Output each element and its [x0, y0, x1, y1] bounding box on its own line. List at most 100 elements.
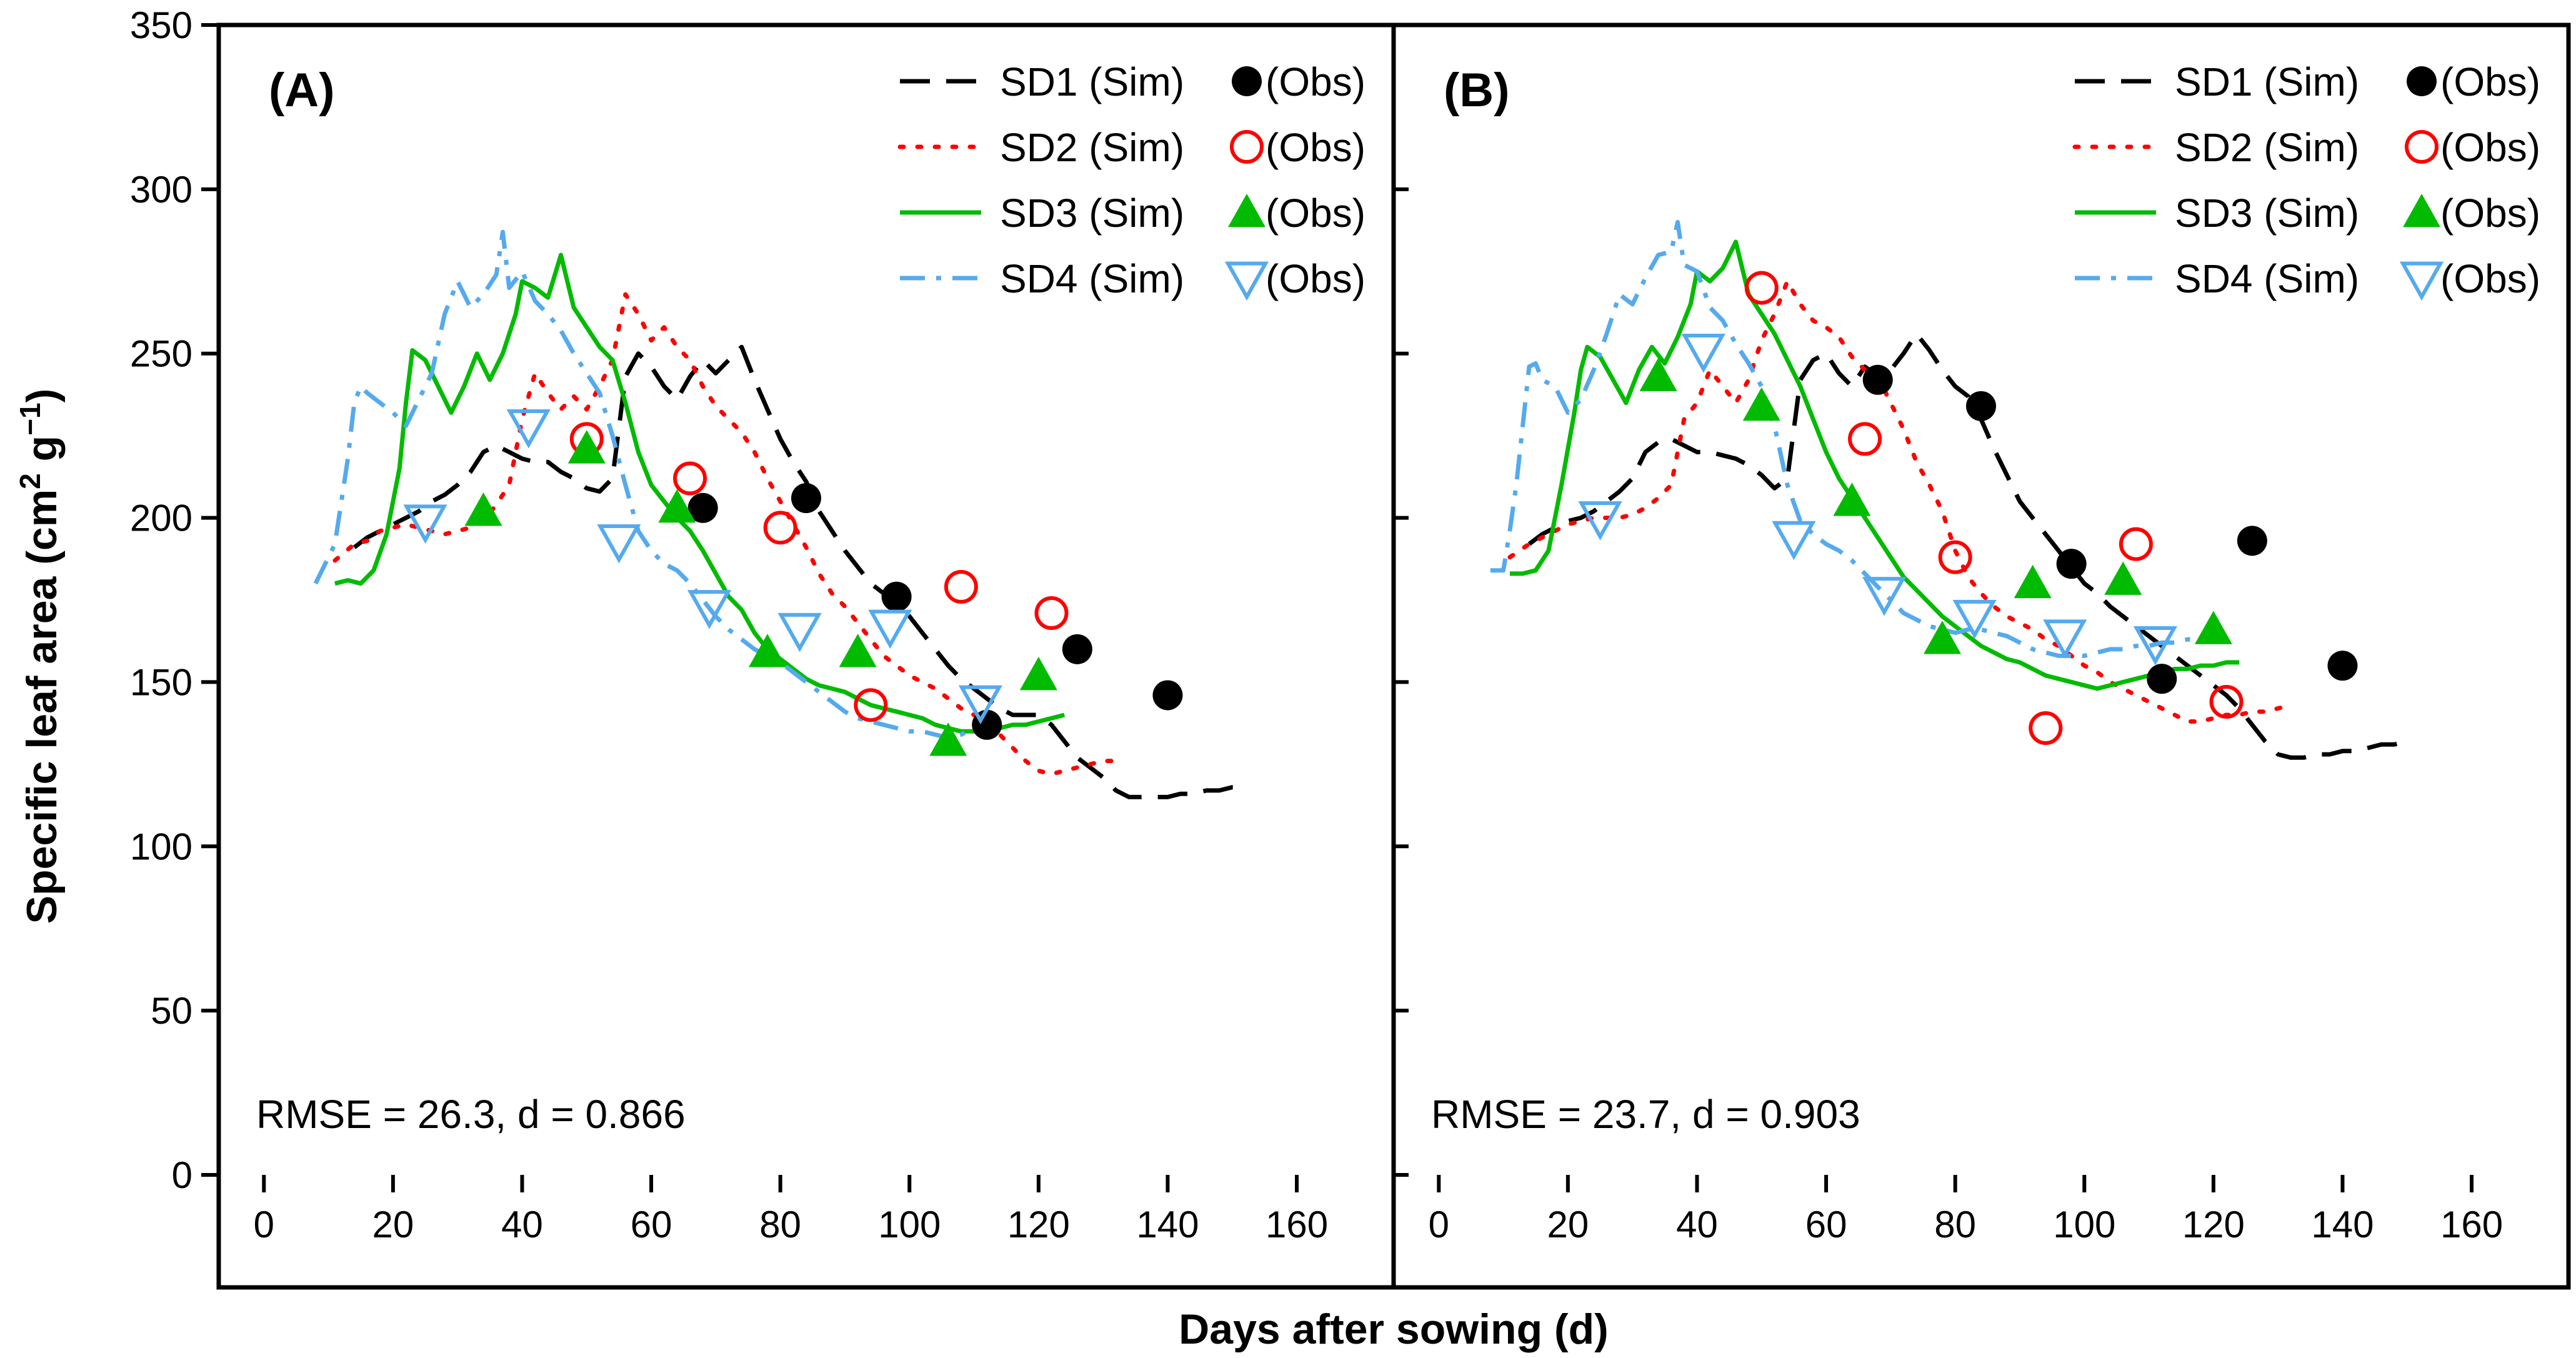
panel-a-data: [313, 229, 1246, 799]
obs-point-sd2: [673, 461, 707, 496]
y-axis-title-mid: g: [18, 436, 66, 473]
y-tick-label: 0: [172, 1154, 192, 1196]
obs-point-sd3: [658, 489, 696, 523]
sim-line-sd1: [352, 344, 1246, 799]
obs-point-sd4: [506, 409, 551, 449]
legend-marker-sd4: [2399, 261, 2444, 301]
obs-point-sd1: [791, 483, 821, 514]
obs-point-sd3: [464, 492, 502, 526]
stats-label: RMSE = 26.3, d = 0.866: [256, 1092, 686, 1137]
obs-point-sd2: [2029, 711, 2063, 746]
obs-point-sd4: [1862, 577, 1907, 616]
y-axis-title: Specific leaf area (cm2 g−1): [14, 389, 66, 924]
legend-marker-sd4: [1224, 261, 1269, 301]
panel-label: (A): [269, 64, 335, 117]
x-tick-label: 40: [1676, 1204, 1718, 1246]
legend-label-sd4: SD4 (Sim): [1000, 256, 1184, 301]
legend-label-sd4: SD4 (Sim): [2175, 256, 2359, 301]
obs-point-sd2: [2209, 684, 2244, 719]
obs-point-sd4: [958, 685, 1003, 725]
x-tick-label: 160: [2440, 1204, 2503, 1246]
legend-obs-label: (Obs): [2440, 125, 2540, 170]
legend-label-sd1: SD1 (Sim): [1000, 59, 1184, 104]
obs-point-sd1: [1062, 634, 1092, 664]
obs-point-sd2: [1034, 596, 1069, 631]
sim-line-sd1: [1527, 331, 2408, 760]
obs-point-sd1: [2056, 549, 2087, 579]
y-axis-title-end: ): [18, 389, 66, 403]
legend-label-sd3: SD3 (Sim): [2175, 191, 2359, 236]
obs-point-sd4: [1772, 521, 1816, 561]
obs-point-sd3: [1019, 656, 1057, 691]
chart-labels: (A) RMSE = 26.3, d = 0.866 (B) RMSE = 23.7,…: [256, 64, 1860, 1137]
obs-point-sd4: [777, 612, 822, 652]
legend-marker-sd3: [2403, 194, 2440, 227]
obs-point-sd3: [1742, 387, 1780, 421]
y-axis-title-main: Specific leaf area (cm: [18, 489, 66, 924]
obs-point-sd2: [1744, 271, 1779, 305]
obs-point-sd4: [687, 590, 732, 629]
obs-point-sd3: [839, 634, 877, 667]
obs-point-sd3: [749, 634, 787, 667]
panel-b-frame: [1391, 22, 2571, 1290]
x-tick-label: 120: [2182, 1204, 2245, 1246]
obs-point-sd4: [868, 609, 912, 649]
chart-marks: [313, 219, 2408, 799]
x-tick-label: 100: [878, 1204, 941, 1246]
x-tick-label: 0: [254, 1204, 274, 1246]
stats-label: RMSE = 23.7, d = 0.903: [1431, 1092, 1860, 1137]
x-tick-label: 20: [1547, 1204, 1589, 1246]
obs-point-sd3: [1924, 621, 1962, 654]
legend-marker-sd1: [2407, 66, 2437, 96]
x-tick-label: 120: [1007, 1204, 1070, 1246]
y-tick-label: 100: [130, 826, 192, 867]
y-axis-title-sup2: −1: [14, 402, 46, 435]
obs-point-sd3: [1833, 482, 1871, 516]
legend-panel-b: SD1 (Sim) (Obs) SD2 (Sim) (Obs) SD3 (Sim) (Ob…: [2072, 59, 2540, 301]
legend-label-sd2: SD2 (Sim): [1000, 125, 1184, 170]
obs-point-sd4: [1952, 599, 1997, 639]
obs-point-sd3: [1639, 357, 1677, 391]
legend-obs-label: (Obs): [2440, 59, 2540, 104]
obs-point-sd2: [1938, 540, 1972, 574]
x-tick-label: 100: [2053, 1204, 2115, 1246]
sim-line-sd4: [313, 229, 989, 741]
legend-marker-sd2: [2405, 130, 2439, 164]
obs-point-sd2: [944, 569, 978, 604]
obs-point-sd2: [2119, 527, 2153, 561]
y-axis-title-sup1: 2: [14, 473, 46, 489]
legend-obs-label: (Obs): [1266, 256, 1365, 301]
obs-point-sd3: [2014, 564, 2052, 599]
x-tick-label: 40: [501, 1204, 543, 1246]
legend-marker-sd3: [1228, 194, 1266, 227]
x-tick-label: 80: [1934, 1204, 1976, 1246]
x-axis-title: Days after sowing (d): [1179, 1306, 1609, 1353]
obs-point-sd1: [1966, 391, 1996, 421]
panel-b-data: [1490, 219, 2408, 760]
legend-label-sd3: SD3 (Sim): [1000, 191, 1184, 236]
legend-panel-a: SD1 (Sim) (Obs) SD2 (Sim) (Obs) SD3 (Sim) (Ob…: [897, 59, 1365, 301]
x-tick-label: 160: [1266, 1204, 1328, 1246]
legends: SD1 (Sim) (Obs) SD2 (Sim) (Obs) SD3 (Sim) (Ob…: [897, 59, 2540, 301]
legend-obs-label: (Obs): [1266, 191, 1365, 236]
obs-point-sd1: [2147, 664, 2177, 694]
obs-point-sd3: [2194, 611, 2232, 644]
legend-label-sd2: SD2 (Sim): [2175, 125, 2359, 170]
x-tick-label: 140: [1136, 1204, 1199, 1246]
legend-marker-sd1: [1232, 66, 1262, 96]
obs-point-sd2: [763, 511, 797, 545]
obs-point-sd3: [929, 722, 967, 756]
obs-point-sd1: [687, 492, 718, 523]
obs-point-sd1: [2237, 526, 2267, 556]
x-tick-label: 80: [759, 1204, 801, 1246]
x-tick-label: 20: [372, 1204, 414, 1246]
x-tick-label: 60: [1805, 1204, 1847, 1246]
obs-point-sd1: [2327, 651, 2358, 681]
obs-point-sd1: [881, 581, 912, 612]
obs-point-sd4: [1578, 501, 1622, 541]
y-tick-label: 200: [130, 497, 192, 539]
panel-label: (B): [1444, 64, 1510, 117]
y-tick-label: 150: [130, 661, 192, 703]
